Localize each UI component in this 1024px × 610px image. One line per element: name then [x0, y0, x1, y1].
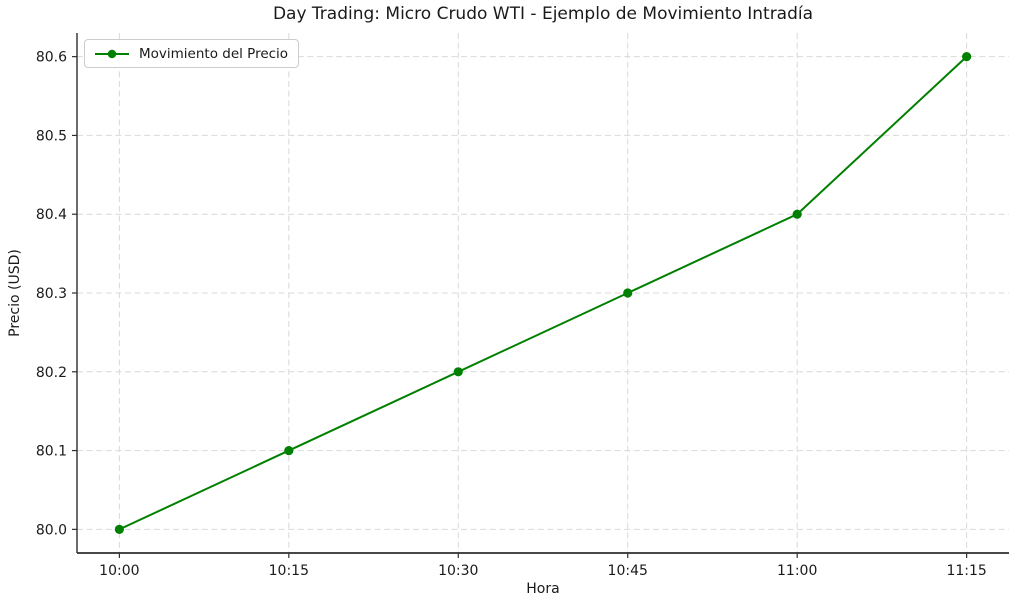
legend-line-marker-icon — [95, 49, 129, 58]
y-tick-label: 80.4 — [36, 207, 67, 223]
x-tick-label: 10:30 — [438, 563, 478, 579]
x-tick-label: 11:15 — [946, 563, 986, 579]
x-tick-label: 10:00 — [99, 563, 139, 579]
x-axis-title: Hora — [526, 581, 560, 597]
y-tick-label: 80.3 — [36, 286, 67, 302]
y-tick-label: 80.6 — [36, 50, 67, 66]
y-tick-label: 80.5 — [36, 128, 67, 144]
data-point — [792, 209, 802, 219]
y-tick-label: 80.0 — [36, 522, 67, 538]
legend-label: Movimiento del Precio — [139, 45, 289, 62]
y-tick-label: 80.1 — [36, 444, 67, 460]
legend: Movimiento del Precio — [84, 39, 300, 68]
data-point — [623, 288, 633, 298]
y-axis-title: Precio (USD) — [7, 249, 23, 337]
data-point — [284, 445, 294, 456]
data-point — [114, 524, 124, 534]
x-tick-label: 10:45 — [608, 563, 648, 579]
y-tick-label: 80.2 — [36, 365, 67, 381]
price-line — [118, 55, 968, 531]
x-tick-label: 11:00 — [777, 563, 817, 579]
data-point — [453, 367, 463, 377]
data-point — [962, 52, 972, 62]
chart-title: Day Trading: Micro Crudo WTI - Ejemplo d… — [272, 4, 814, 24]
x-tick-label: 10:15 — [269, 563, 309, 579]
